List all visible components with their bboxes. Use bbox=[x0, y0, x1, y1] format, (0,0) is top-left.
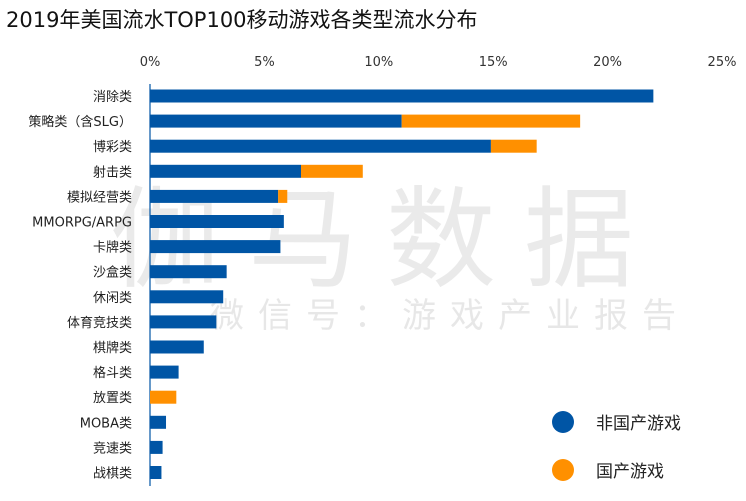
y-tick-label: 棋牌类 bbox=[93, 340, 132, 356]
bar-foreign bbox=[150, 315, 217, 329]
legend-item-foreign: 非国产游戏 bbox=[552, 409, 681, 434]
x-tick-label: 25% bbox=[708, 55, 737, 70]
x-tick-label: 20% bbox=[593, 55, 622, 70]
legend-item-domestic: 国产游戏 bbox=[552, 457, 664, 482]
x-tick-label: 15% bbox=[479, 55, 508, 70]
y-tick-label: 消除类 bbox=[93, 90, 132, 105]
chart-title: 2019年美国流水TOP100移动游戏各类型流水分布 bbox=[6, 8, 478, 32]
bar-foreign bbox=[150, 215, 284, 228]
y-tick-label: 放置类 bbox=[93, 391, 132, 406]
y-tick-label: 格斗类 bbox=[93, 365, 132, 381]
y-tick-label: 体育竞技类 bbox=[67, 315, 132, 331]
y-tick-label: 策略类（含SLG） bbox=[28, 114, 132, 130]
y-tick-label: 沙盒类 bbox=[93, 265, 132, 281]
bar-domestic bbox=[490, 139, 537, 153]
y-tick-label: 模拟经营类 bbox=[67, 190, 132, 205]
bar-foreign bbox=[150, 415, 167, 429]
bar-domestic bbox=[401, 114, 581, 128]
x-tick-label: 5% bbox=[254, 55, 275, 70]
bar-foreign bbox=[150, 189, 279, 203]
y-tick-label: 竞速类 bbox=[93, 440, 132, 456]
bar-domestic bbox=[150, 390, 177, 404]
legend-swatch-domestic bbox=[552, 458, 574, 481]
bar-foreign bbox=[150, 265, 227, 279]
bar-domestic bbox=[278, 189, 288, 203]
y-tick-label: 休闲类 bbox=[93, 291, 132, 306]
bar-foreign bbox=[150, 139, 491, 153]
bar-foreign bbox=[150, 365, 179, 379]
y-tick-label: 战棋类 bbox=[93, 467, 132, 482]
legend-label-foreign: 非国产游戏 bbox=[596, 414, 681, 434]
bar-foreign bbox=[150, 466, 162, 479]
bar-foreign bbox=[150, 89, 654, 103]
y-tick-label: 博彩类 bbox=[93, 140, 132, 155]
y-tick-label: MOBA类 bbox=[80, 416, 132, 431]
bar-foreign bbox=[150, 440, 163, 454]
bar-foreign bbox=[150, 290, 224, 304]
legend-swatch-foreign bbox=[552, 410, 574, 433]
bar-foreign bbox=[150, 114, 402, 128]
y-tick-label: MMORPG/ARPG bbox=[32, 216, 132, 231]
x-tick-label: 0% bbox=[140, 55, 161, 70]
y-tick-label: 卡牌类 bbox=[93, 240, 132, 256]
watermark-subtitle: 微信号：游戏产业报告 bbox=[210, 296, 690, 336]
bar-foreign bbox=[150, 240, 281, 254]
bar-foreign bbox=[150, 340, 204, 354]
bar-foreign bbox=[150, 164, 302, 178]
legend-label-domestic: 国产游戏 bbox=[596, 462, 664, 482]
bar-domestic bbox=[301, 164, 363, 178]
y-tick-label: 射击类 bbox=[93, 164, 132, 180]
x-tick-label: 10% bbox=[364, 55, 393, 70]
